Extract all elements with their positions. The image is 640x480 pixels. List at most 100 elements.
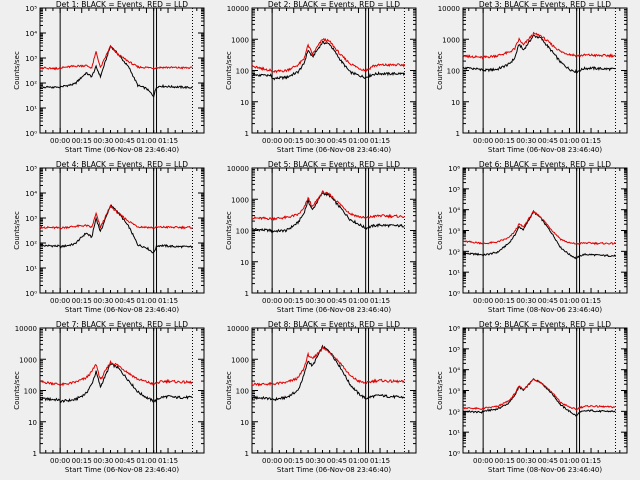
y-tick-label: 10 [240,99,249,107]
lld-series-line [463,210,616,246]
y-tick-label: 1 [245,130,249,138]
x-tick-label: 00:45 [115,457,135,465]
y-tick-label: 100 [236,68,249,76]
x-tick-label: 00:15 [495,297,515,305]
y-tick-label: 10 [240,259,249,267]
x-tick-label: 00:00 [473,297,493,305]
x-tick-label: 01:00 [559,457,579,465]
x-tick-label: 01:15 [581,137,601,145]
y-tick-label: 10000 [15,325,37,333]
x-tick-label: 00:15 [284,297,304,305]
x-tick-label: 00:00 [262,297,282,305]
x-tick-label: 00:00 [262,137,282,145]
x-tick-label: 00:30 [305,457,325,465]
x-tick-label: 00:00 [50,457,70,465]
y-tick-label: 10⁰ [448,290,460,298]
panel-title: Det 9: BLACK = Events, RED = LLD [479,320,611,329]
y-axis-label: Counts/sec [225,211,233,250]
y-tick-label: 10000 [227,165,249,173]
lld-series-line [462,378,616,411]
x-tick-label: 01:15 [581,297,601,305]
x-tick-label: 00:00 [262,457,282,465]
x-axis-label: Start Time (06-Nov-08 23:46:40) [65,146,179,154]
lld-series-line [251,37,405,74]
y-tick-label: 10 [451,99,460,107]
y-tick-label: 10⁰ [448,450,460,458]
y-axis-label: Counts/sec [436,371,444,410]
y-tick-label: 10⁴ [25,190,37,198]
x-tick-label: 00:30 [516,457,536,465]
x-tick-label: 00:15 [495,137,515,145]
x-tick-label: 00:30 [93,457,113,465]
x-tick-label: 01:00 [559,137,579,145]
x-tick-label: 00:45 [115,297,135,305]
y-tick-label: 10⁴ [448,207,460,215]
y-axis-label: Counts/sec [225,51,233,90]
y-tick-label: 100 [447,68,460,76]
y-tick-label: 1000 [442,36,460,44]
y-axis-label: Counts/sec [13,371,21,410]
x-tick-label: 00:15 [72,457,92,465]
x-tick-label: 00:45 [538,457,558,465]
x-tick-label: 00:30 [93,137,113,145]
events-series-line [39,44,193,99]
y-tick-label: 10⁴ [448,367,460,375]
detector-panel: 1 10 100 1000 10000 00:00 00:15 00:30 00:45 01:00… [13,320,205,474]
lld-series-line [251,346,405,387]
y-tick-label: 10000 [227,325,249,333]
y-axis-label: Counts/sec [13,51,21,90]
panel-title: Det 7: BLACK = Events, RED = LLD [56,320,188,329]
y-tick-label: 10⁰ [25,290,37,298]
y-tick-label: 1 [33,450,37,458]
y-tick-label: 10³ [448,228,460,236]
x-tick-label: 01:00 [348,297,368,305]
y-tick-label: 10³ [25,215,37,223]
y-tick-label: 10⁶ [448,165,460,173]
y-tick-label: 100 [24,388,37,396]
x-axis-label: Start Time (06-Nov-08 23:46:40) [277,306,391,314]
x-tick-label: 00:30 [516,137,536,145]
x-tick-label: 00:00 [50,297,70,305]
x-tick-label: 01:00 [348,137,368,145]
x-tick-label: 00:45 [327,137,347,145]
detector-panel: 1 10 100 1000 10000 00:00 00:15 00:30 00:45 01:00… [225,0,417,154]
y-tick-label: 10¹ [448,269,460,277]
y-tick-label: 10⁶ [448,325,460,333]
y-tick-label: 10² [25,240,37,248]
x-tick-label: 01:15 [370,457,390,465]
x-tick-label: 01:15 [370,297,390,305]
x-tick-label: 00:00 [473,137,493,145]
lld-series-line [39,204,193,230]
x-tick-label: 01:00 [348,457,368,465]
y-axis-label: Counts/sec [436,51,444,90]
panel-title: Det 3: BLACK = Events, RED = LLD [479,0,611,9]
lld-series-line [252,190,405,222]
x-tick-label: 00:30 [305,297,325,305]
x-tick-label: 01:00 [136,457,156,465]
x-tick-label: 00:15 [284,137,304,145]
x-tick-label: 00:45 [115,137,135,145]
detector-panel: 1 10 100 1000 10000 00:00 00:15 00:30 00:45 01:00… [436,0,628,154]
y-tick-label: 10² [25,80,37,88]
x-tick-label: 01:15 [158,457,178,465]
y-tick-label: 10² [448,248,460,256]
y-tick-label: 10⁴ [25,30,37,38]
y-tick-label: 10¹ [448,429,460,437]
panel-title: Det 8: BLACK = Events, RED = LLD [268,320,400,329]
y-tick-label: 1 [245,450,249,458]
lld-series-line [39,359,193,387]
plot-frame [39,7,205,134]
panel-title: Det 2: BLACK = Events, RED = LLD [268,0,400,9]
y-tick-label: 1000 [231,196,249,204]
y-tick-label: 10⁵ [448,346,460,354]
x-tick-label: 01:15 [370,137,390,145]
plot-frame [39,167,205,294]
y-axis-label: Counts/sec [436,211,444,250]
y-axis-label: Counts/sec [225,371,233,410]
x-tick-label: 00:45 [538,137,558,145]
x-tick-label: 01:00 [136,137,156,145]
